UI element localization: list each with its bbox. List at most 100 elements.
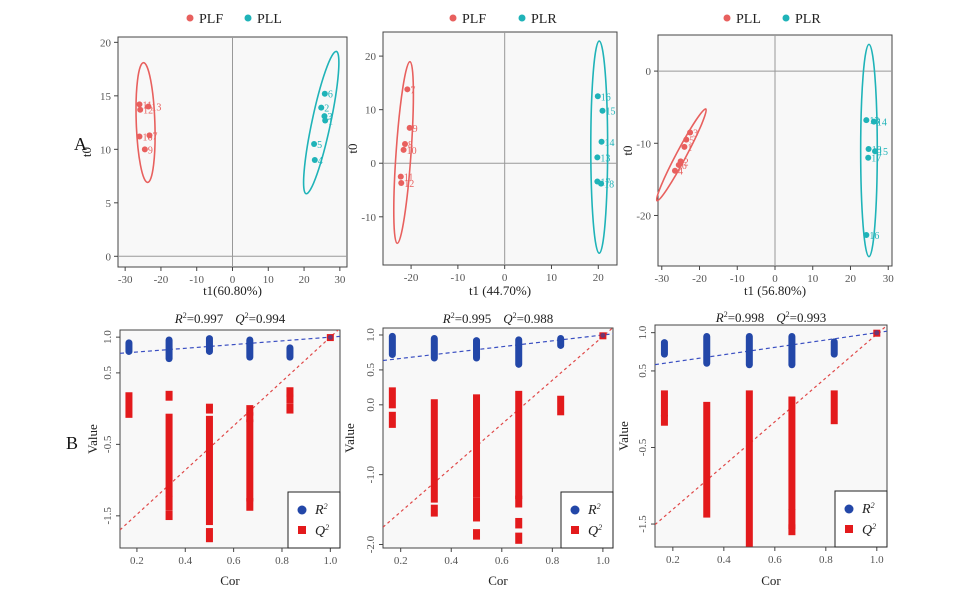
legend-label-pll: PLL — [736, 12, 761, 27]
point-label: 4 — [318, 156, 323, 167]
q2-permutation-points — [473, 529, 481, 540]
legend-label-plf: PLF — [199, 12, 223, 27]
legend-label-plr: PLR — [795, 12, 821, 27]
r2-permutation-points — [703, 332, 711, 367]
data-point — [404, 86, 411, 93]
data-point — [863, 231, 870, 238]
q2-permutation-points — [473, 497, 481, 522]
data-point — [318, 104, 325, 111]
x-tick-label: -30 — [654, 273, 669, 285]
point-label: 3 — [327, 112, 332, 123]
point-label: 12 — [143, 106, 153, 117]
q2-permutation-points — [515, 532, 523, 544]
point-label: 7 — [152, 131, 157, 142]
q2-permutation-points — [473, 394, 481, 498]
y-tick-label: 0.0 — [365, 397, 377, 411]
q2-permutation-points — [515, 495, 523, 508]
x-tick-label: 0.2 — [666, 554, 680, 566]
data-point — [136, 101, 143, 108]
data-point — [870, 118, 877, 125]
x-tick-label: -30 — [118, 274, 133, 286]
r2-permutation-points — [165, 336, 173, 363]
r2-permutation-points — [788, 332, 796, 369]
y-tick-label: 0.5 — [102, 366, 114, 380]
x-tick-label: 1.0 — [323, 555, 337, 567]
pca1-chart — [114, 14, 348, 271]
q2-permutation-points — [165, 390, 173, 401]
r2-regression-line — [120, 335, 340, 354]
y-tick-label: -1.0 — [365, 465, 377, 483]
y-tick-label: 0 — [371, 158, 377, 170]
legend-marker-q2 — [845, 525, 853, 533]
point-label: 5 — [317, 140, 322, 151]
point-label: 15 — [878, 147, 888, 158]
r2-permutation-points — [388, 332, 396, 359]
legend-marker-pll — [723, 14, 731, 22]
y-tick-label: 10 — [365, 105, 377, 117]
point-label: 11 — [404, 173, 414, 184]
x-axis-label: Cor — [220, 573, 240, 588]
data-point — [865, 146, 872, 153]
point-label: 13 — [151, 103, 161, 114]
q2-regression-line — [120, 330, 340, 531]
legend-label-pll: PLL — [257, 12, 282, 27]
legend-label-plf: PLF — [462, 12, 486, 27]
data-point — [146, 132, 153, 139]
point-label: 10 — [407, 146, 417, 157]
y-tick-label: 1.0 — [637, 325, 649, 339]
x-tick-label: 10 — [807, 273, 819, 285]
data-point — [141, 146, 148, 153]
legend-box — [560, 491, 614, 549]
y-tick-label: -10 — [361, 212, 376, 224]
r2-permutation-points — [473, 337, 481, 362]
q2-permutation-points — [745, 390, 753, 547]
r2-original-point — [327, 334, 333, 340]
data-point — [311, 157, 318, 164]
point-label: 16 — [601, 92, 611, 103]
x-tick-label: 0.8 — [545, 555, 559, 567]
point-label: 3 — [693, 128, 698, 139]
q2-permutation-points — [246, 419, 254, 502]
plot-area — [382, 31, 618, 266]
q2-permutation-points — [165, 510, 173, 521]
legend-marker-plf — [186, 14, 194, 22]
y-tick-label: 1.0 — [102, 330, 114, 344]
x-tick-label: 0 — [502, 272, 508, 284]
q2-permutation-points — [205, 528, 213, 543]
x-tick-label: -10 — [189, 274, 204, 286]
x-tick-label: 20 — [299, 274, 311, 286]
regression-lines — [655, 325, 887, 526]
q2-permutation-points — [165, 495, 173, 511]
x-axis-label: Cor — [761, 573, 781, 588]
y-tick-label: -0.5 — [102, 435, 114, 453]
data-point — [598, 138, 605, 145]
x-tick-label: 0.2 — [394, 555, 408, 567]
r2-permutation-points — [660, 339, 668, 358]
x-axis-label: Cor — [488, 573, 508, 588]
legend-marker-q2 — [298, 526, 306, 534]
q2-permutation-points — [515, 517, 523, 529]
legend-marker-plr — [782, 14, 790, 22]
legend-marker-r2 — [570, 505, 580, 515]
regression-lines — [383, 328, 613, 528]
chart-title: R2=0.997 Q2=0.994 — [174, 311, 286, 326]
x-tick-label: 0.4 — [178, 555, 192, 567]
data-point — [687, 129, 694, 136]
q2-permutation-points — [246, 405, 254, 416]
data-point — [681, 143, 688, 150]
y-axis-label: t0 — [345, 143, 360, 153]
x-tick-label: 10 — [263, 274, 275, 286]
q2-permutation-points — [830, 390, 838, 425]
data-point — [136, 133, 143, 140]
q2-permutation-points — [246, 412, 254, 423]
confidence-ellipse-pll — [302, 50, 340, 195]
r2-permutation-points — [830, 338, 838, 358]
x-tick-label: 0.8 — [819, 554, 833, 566]
data-point — [400, 146, 407, 153]
confidence-ellipse-plf — [135, 61, 156, 184]
data-point — [398, 180, 405, 187]
y-axis-label: t0 — [79, 147, 94, 157]
q2-permutation-points — [430, 399, 438, 503]
r2-permutation-points — [515, 336, 523, 368]
